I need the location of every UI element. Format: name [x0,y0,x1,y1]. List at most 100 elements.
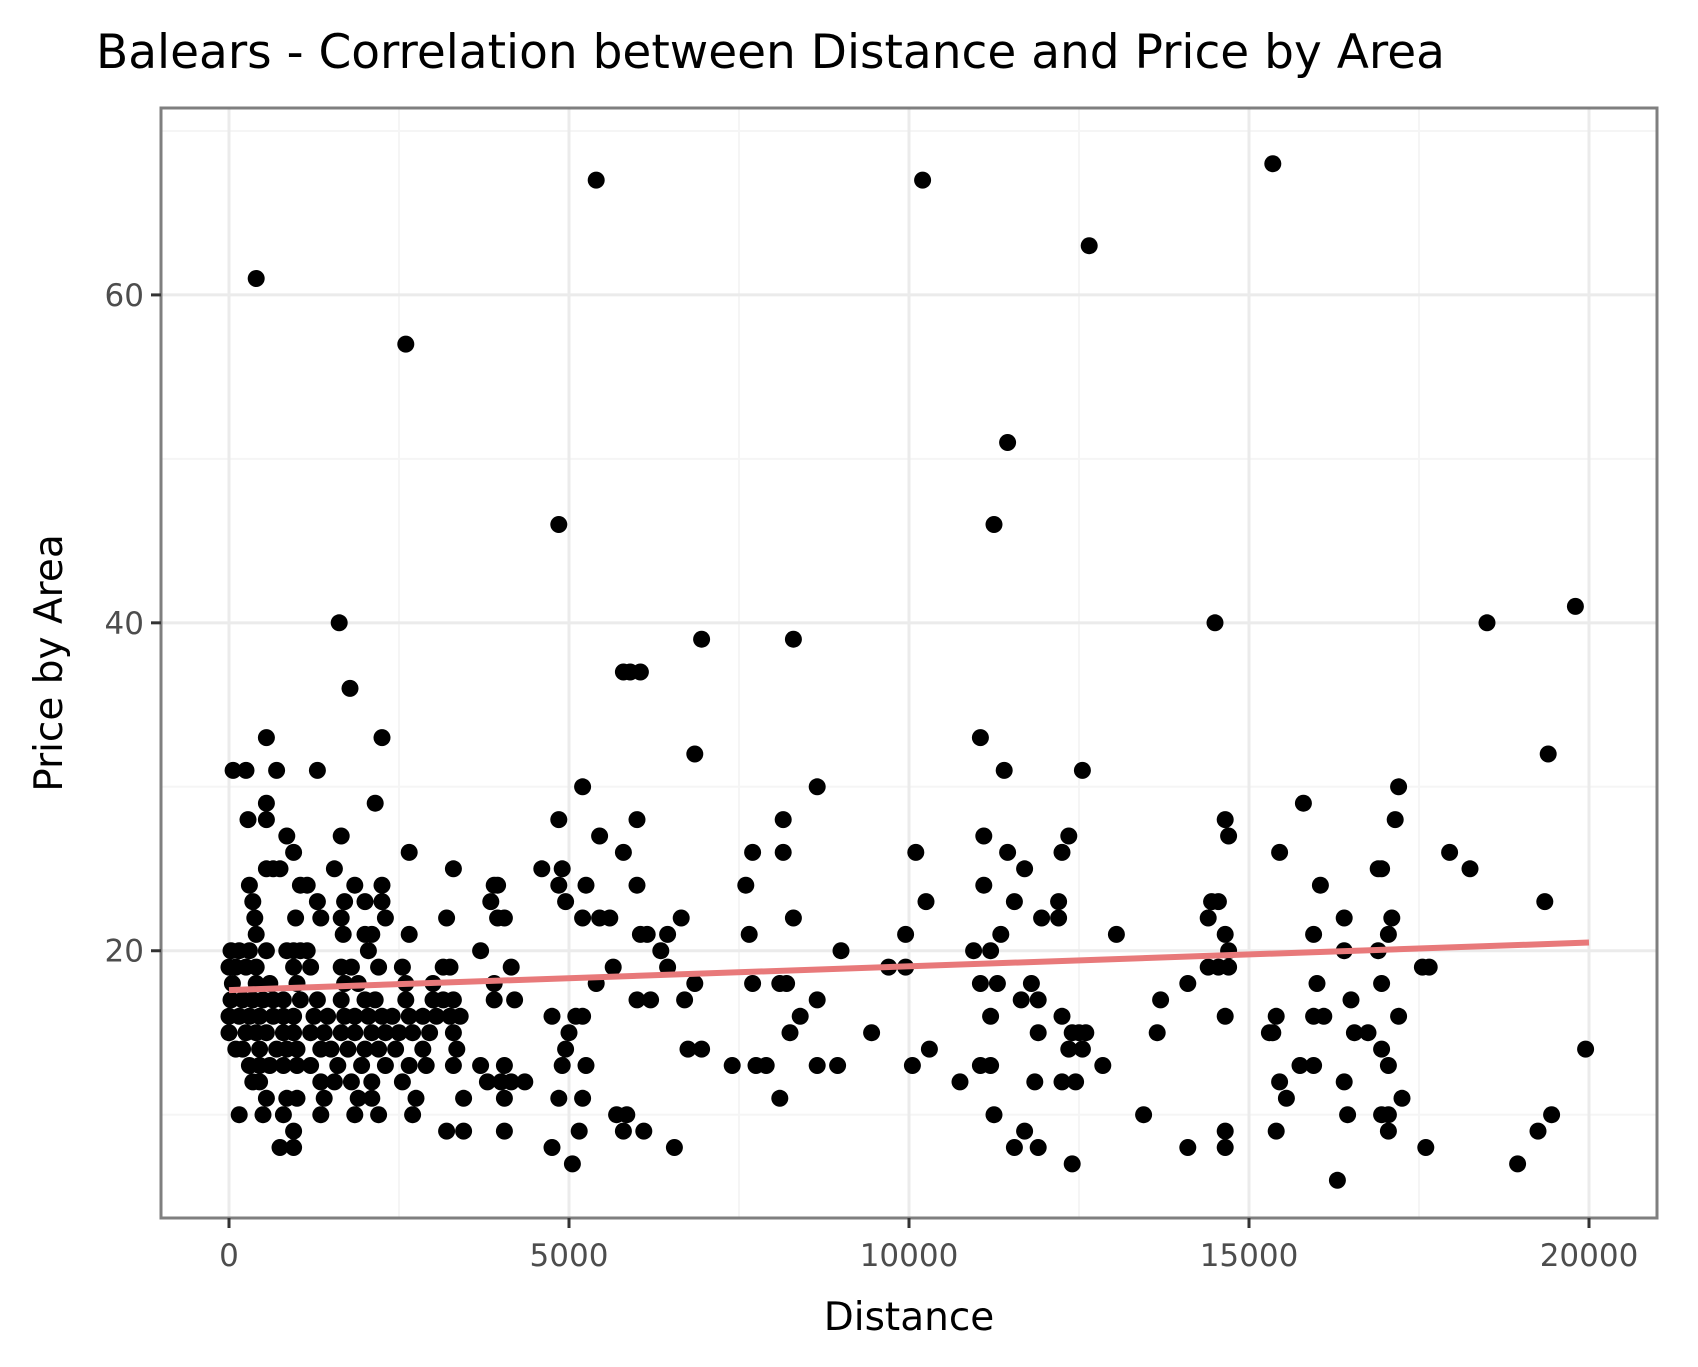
data-point [444,860,462,878]
data-point [1315,1007,1333,1025]
data-point [832,942,850,960]
data-point [329,1057,347,1074]
data-point [285,1007,303,1025]
data-point [332,827,350,845]
data-point [1478,614,1496,632]
data-point [1441,843,1459,861]
data-point [784,909,802,927]
data-point [1012,991,1030,1009]
data-point [397,991,415,1009]
data-point [363,1073,381,1091]
data-point [257,794,275,812]
data-point [659,925,677,943]
data-point [1373,1040,1391,1058]
data-point [346,1024,364,1042]
x-axis-ticks: 0 5000 10000 15000 20000 [219,1218,1638,1274]
data-point [1529,1122,1547,1140]
data-point [302,958,320,976]
data-point [591,827,609,845]
data-point [257,729,275,747]
data-point [1107,925,1125,943]
data-point [1264,155,1282,173]
data-point [992,925,1010,943]
data-point [1379,1106,1397,1124]
data-point [285,1024,303,1042]
data-point [254,1106,272,1124]
data-point [1022,975,1040,992]
data-point [1033,909,1051,927]
data-point [1073,761,1091,779]
data-point [234,1040,252,1058]
data-point [478,1073,496,1091]
data-point [251,1007,269,1025]
data-point [417,1057,435,1074]
data-point [1080,237,1098,255]
data-point [373,876,391,894]
data-point [1216,811,1234,829]
data-point [363,925,381,943]
data-point [393,1073,411,1091]
data-point [1342,991,1360,1009]
data-point [1050,893,1068,911]
data-point [1148,1024,1166,1042]
data-point [1209,893,1227,911]
data-point [553,1057,571,1074]
data-point [308,761,326,779]
data-point [404,1024,422,1042]
data-point [247,270,265,287]
data-point [1094,1057,1112,1074]
data-point [1509,1155,1527,1173]
data-point [1294,794,1312,812]
data-point [679,1040,697,1058]
data-point [557,1040,575,1058]
data-point [1373,860,1391,878]
data-point [251,1073,269,1091]
data-point [999,843,1017,861]
data-point [587,171,605,189]
data-point [774,811,792,829]
data-point [373,893,391,911]
data-point [965,942,983,960]
data-point [1305,925,1323,943]
data-point [274,1106,292,1124]
data-point [312,1106,330,1124]
data-point [757,1057,775,1074]
data-point [246,909,264,927]
data-point [951,1073,969,1091]
data-point [560,1024,578,1042]
data-point [330,614,348,632]
data-point [444,1024,462,1042]
data-point [257,1089,275,1107]
data-point [543,1139,561,1156]
data-point [1220,958,1238,976]
x-tick-label: 15000 [1200,1238,1299,1274]
data-point [659,958,677,976]
data-point [257,942,275,960]
data-point [1305,1057,1323,1074]
data-point [363,1089,381,1107]
data-point [737,876,755,894]
data-point [444,1057,462,1074]
data-point [1267,1122,1285,1140]
data-point [563,1155,581,1173]
data-point [897,925,915,943]
data-point [455,1122,473,1140]
data-point [863,1024,881,1042]
data-point [341,679,359,697]
data-point [1029,1024,1047,1042]
data-point [557,893,575,911]
data-point [1053,843,1071,861]
data-point [444,991,462,1009]
data-point [791,1007,809,1025]
data-point [1390,1007,1408,1025]
data-point [1379,1057,1397,1074]
data-point [455,1089,473,1107]
data-point [774,843,792,861]
data-point [495,909,513,927]
data-point [533,860,551,878]
data-point [278,827,296,845]
data-point [1328,1171,1346,1189]
data-point [1077,1024,1095,1042]
data-point [638,925,656,943]
data-point [1216,1007,1234,1025]
